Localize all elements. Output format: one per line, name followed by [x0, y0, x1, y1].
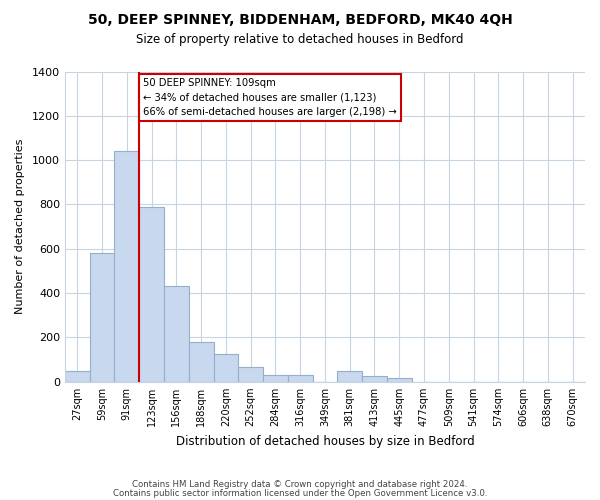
Bar	[164, 286, 189, 382]
Bar	[189, 342, 214, 382]
Bar	[89, 254, 115, 382]
Bar	[263, 375, 288, 382]
Bar	[139, 206, 164, 382]
Text: 50, DEEP SPINNEY, BIDDENHAM, BEDFORD, MK40 4QH: 50, DEEP SPINNEY, BIDDENHAM, BEDFORD, MK…	[88, 12, 512, 26]
Bar	[387, 378, 412, 382]
Bar	[288, 375, 313, 382]
Bar	[362, 376, 387, 382]
Bar	[115, 152, 139, 382]
Bar	[337, 370, 362, 382]
Text: Contains HM Land Registry data © Crown copyright and database right 2024.: Contains HM Land Registry data © Crown c…	[132, 480, 468, 489]
Text: Size of property relative to detached houses in Bedford: Size of property relative to detached ho…	[136, 32, 464, 46]
Text: 50 DEEP SPINNEY: 109sqm
← 34% of detached houses are smaller (1,123)
66% of semi: 50 DEEP SPINNEY: 109sqm ← 34% of detache…	[143, 78, 397, 117]
Bar	[214, 354, 238, 382]
Bar	[238, 368, 263, 382]
Text: Contains public sector information licensed under the Open Government Licence v3: Contains public sector information licen…	[113, 488, 487, 498]
Y-axis label: Number of detached properties: Number of detached properties	[15, 139, 25, 314]
X-axis label: Distribution of detached houses by size in Bedford: Distribution of detached houses by size …	[176, 434, 475, 448]
Bar	[65, 370, 89, 382]
